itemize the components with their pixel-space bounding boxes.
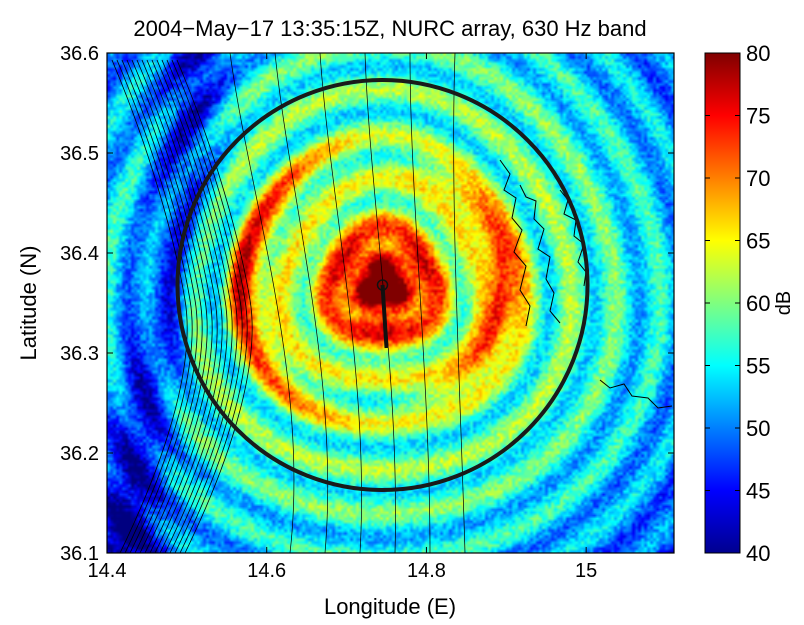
bathymetry-contour bbox=[161, 59, 238, 553]
colorbar-ticks: 40 45 50 55 60 65 70 75 80 bbox=[705, 41, 770, 566]
chart-title: 2004−May−17 13:35:15Z, NURC array, 630 H… bbox=[133, 16, 646, 41]
plot-area bbox=[106, 52, 675, 554]
bathymetry-contour bbox=[229, 53, 295, 553]
y-tick-label: 36.4 bbox=[60, 243, 99, 265]
colorbar-gradient bbox=[704, 52, 741, 554]
bathymetry-contour bbox=[146, 59, 223, 553]
bathymetry-contour bbox=[111, 59, 188, 553]
y-axis: 36.1 36.2 36.3 36.4 36.5 36.6 bbox=[60, 43, 674, 565]
array-heading-line bbox=[380, 284, 389, 349]
colorbar-tick-label: 55 bbox=[746, 354, 770, 379]
y-tick-label: 36.3 bbox=[60, 343, 99, 365]
plot-frame bbox=[106, 52, 675, 554]
bathymetry-contour bbox=[121, 59, 198, 553]
bathymetry-contour bbox=[116, 59, 193, 553]
array-center-marker bbox=[376, 279, 389, 291]
colorbar-tick-label: 40 bbox=[746, 541, 770, 566]
x-axis-label: Longitude (E) bbox=[324, 594, 456, 619]
bathymetry-contour bbox=[166, 59, 243, 553]
colorbar-tick-label: 50 bbox=[746, 416, 770, 441]
y-tick-label: 36.1 bbox=[60, 543, 99, 565]
x-tick-label: 15 bbox=[575, 560, 597, 582]
colorbar-tick-label: 75 bbox=[746, 104, 770, 129]
overlays bbox=[111, 53, 673, 553]
coast-outline-east bbox=[499, 159, 673, 409]
colorbar-label: dB bbox=[773, 291, 795, 315]
colorbar-tick-label: 45 bbox=[746, 479, 770, 504]
colorbar-tick-label: 70 bbox=[746, 166, 770, 191]
bathymetry-contour bbox=[453, 53, 466, 553]
colorbar-tick-label: 65 bbox=[746, 229, 770, 254]
bathymetry-contour bbox=[126, 59, 203, 553]
bathymetry-contour bbox=[156, 59, 233, 553]
bathymetry-contour bbox=[319, 53, 362, 553]
x-tick-label: 14.6 bbox=[247, 560, 286, 582]
colorbar: 40 45 50 55 60 65 70 75 80 dB bbox=[704, 41, 795, 566]
bathymetry-contour bbox=[151, 59, 228, 553]
intensity-heatmap bbox=[107, 53, 674, 553]
bathymetry-contour bbox=[141, 59, 218, 553]
y-tick-label: 36.5 bbox=[60, 143, 99, 165]
bathymetry-contour bbox=[136, 59, 213, 553]
x-axis: 14.4 14.6 14.8 15 bbox=[88, 53, 597, 582]
bathymetry-contour bbox=[409, 53, 431, 553]
x-tick-label: 14.4 bbox=[88, 560, 127, 582]
y-tick-label: 36.2 bbox=[60, 443, 99, 465]
bathymetry-contour bbox=[131, 59, 208, 553]
bathymetry-contour bbox=[171, 59, 248, 553]
x-tick-label: 14.8 bbox=[407, 560, 446, 582]
y-axis-label: Latitude (N) bbox=[16, 246, 41, 361]
range-circle bbox=[175, 78, 590, 492]
bathymetry-contour bbox=[176, 59, 253, 553]
colorbar-tick-label: 80 bbox=[746, 41, 770, 66]
y-tick-label: 36.6 bbox=[60, 43, 99, 65]
colorbar-tick-label: 60 bbox=[746, 291, 770, 316]
